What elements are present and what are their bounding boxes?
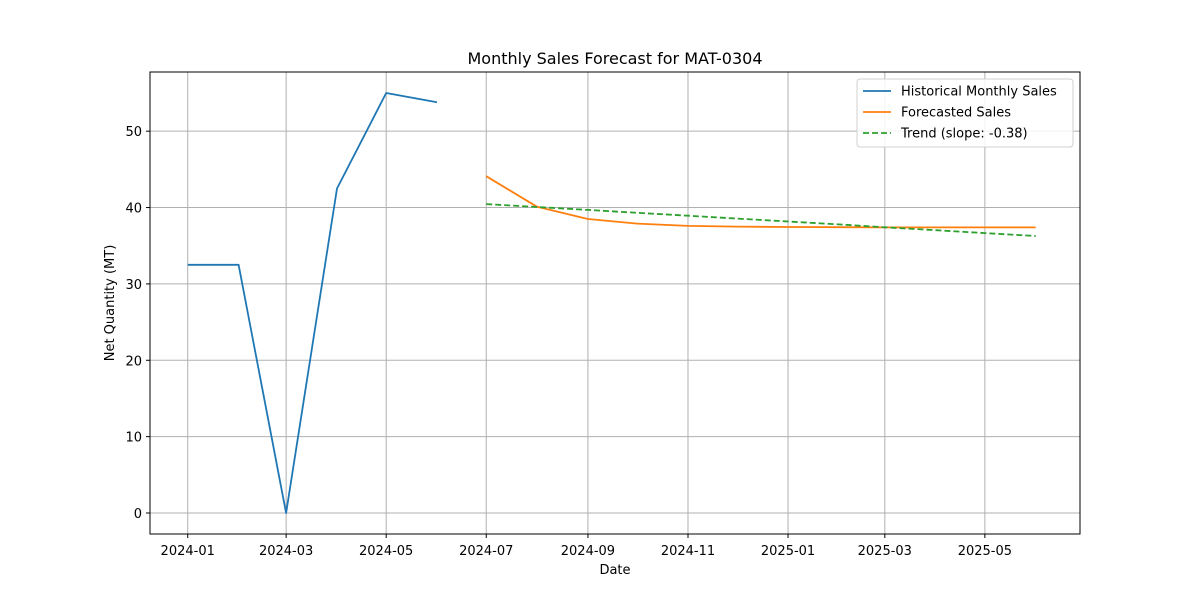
series-lines	[187, 92, 1036, 514]
x-tick-label: 2024-05	[359, 544, 413, 559]
x-tick-label: 2024-03	[259, 544, 313, 559]
y-axis-label: Net Quantity (MT)	[103, 245, 118, 362]
y-tick-label: 30	[125, 278, 142, 293]
chart-title: Monthly Sales Forecast for MAT-0304	[468, 49, 763, 68]
x-tick-label: 2025-03	[858, 544, 912, 559]
y-tick-label: 10	[125, 431, 142, 446]
y-tick-label: 20	[125, 354, 142, 369]
x-tick-label: 2024-01	[161, 544, 215, 559]
legend-label: Trend (slope: -0.38)	[900, 127, 1028, 142]
y-tick-label: 50	[125, 125, 142, 140]
legend-label: Historical Monthly Sales	[901, 85, 1057, 100]
x-axis-label: Date	[599, 563, 630, 578]
series-line-trend-slope-0-38	[486, 203, 1036, 237]
x-tick-label: 2024-11	[661, 544, 715, 559]
legend-box	[856, 78, 1074, 148]
plot-frame	[149, 71, 1081, 535]
grid	[150, 72, 1080, 534]
axis-ticks: 2024-01 2024-03 2024-05 2024-07 2024-09 2024-…	[125, 125, 1012, 559]
y-tick-label: 0	[134, 507, 142, 522]
series-line-historical-monthly-sales	[187, 92, 438, 514]
y-tick-label: 40	[125, 202, 142, 217]
x-tick-label: 2025-05	[958, 544, 1012, 559]
legend-label: Forecasted Sales	[901, 106, 1011, 121]
legend: Historical Monthly Sales Forecasted Sales…	[856, 78, 1074, 148]
x-tick-label: 2024-09	[561, 544, 615, 559]
x-tick-label: 2025-01	[761, 544, 815, 559]
x-tick-label: 2024-07	[459, 544, 513, 559]
series-line-forecasted-sales	[485, 175, 1036, 229]
